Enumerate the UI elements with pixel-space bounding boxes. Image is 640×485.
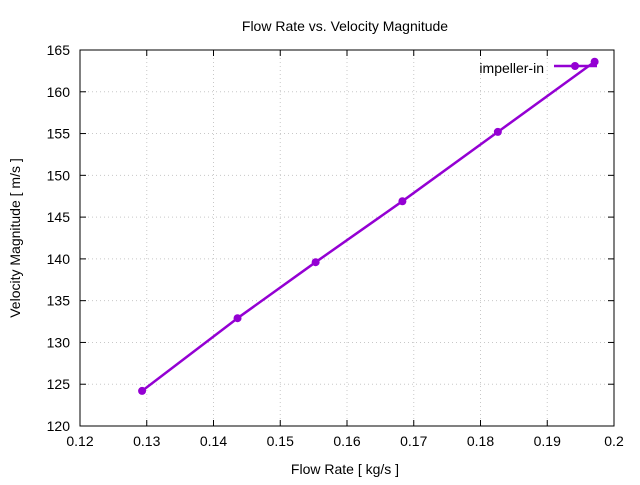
x-tick-label: 0.18: [467, 433, 494, 449]
y-tick-label: 145: [47, 209, 71, 225]
data-point: [590, 57, 599, 66]
x-tick-labels: 0.12 0.13 0.14 0.15 0.16 0.17 0.18 0.19 0.2: [66, 433, 624, 449]
legend-label: impeller-in: [479, 60, 544, 76]
chart-title: Flow Rate vs. Velocity Magnitude: [242, 18, 448, 34]
x-tick-label: 0.2: [604, 433, 624, 449]
x-tick-label: 0.13: [133, 433, 160, 449]
data-point: [398, 197, 407, 206]
y-tick-label: 140: [47, 251, 71, 267]
x-tick-label: 0.15: [267, 433, 294, 449]
data-point: [493, 127, 502, 136]
y-tick-label: 160: [47, 84, 71, 100]
legend: impeller-in: [479, 60, 597, 76]
x-tick-label: 0.19: [534, 433, 561, 449]
y-tick-label: 135: [47, 293, 71, 309]
y-axis-label: Velocity Magnitude [ m/s ]: [7, 158, 23, 318]
data-point: [311, 258, 320, 267]
grid: [80, 50, 614, 426]
y-tick-label: 125: [47, 376, 71, 392]
axis-ticks: [79, 49, 615, 427]
data-point: [233, 314, 242, 323]
x-axis-label: Flow Rate [ kg/s ]: [291, 461, 399, 477]
y-tick-labels: 120 125 130 135 140 145 150 155 160 165: [47, 42, 71, 434]
y-tick-label: 155: [47, 126, 71, 142]
x-tick-label: 0.14: [200, 433, 227, 449]
x-tick-label: 0.17: [400, 433, 427, 449]
series-layer: [138, 57, 599, 395]
x-tick-label: 0.16: [333, 433, 360, 449]
legend-marker: [571, 62, 579, 70]
y-tick-label: 165: [47, 42, 71, 58]
series-line: [141, 60, 596, 392]
data-point: [138, 386, 147, 395]
y-tick-label: 130: [47, 334, 71, 350]
y-tick-label: 150: [47, 167, 71, 183]
y-tick-label: 120: [47, 418, 71, 434]
x-tick-label: 0.12: [66, 433, 93, 449]
